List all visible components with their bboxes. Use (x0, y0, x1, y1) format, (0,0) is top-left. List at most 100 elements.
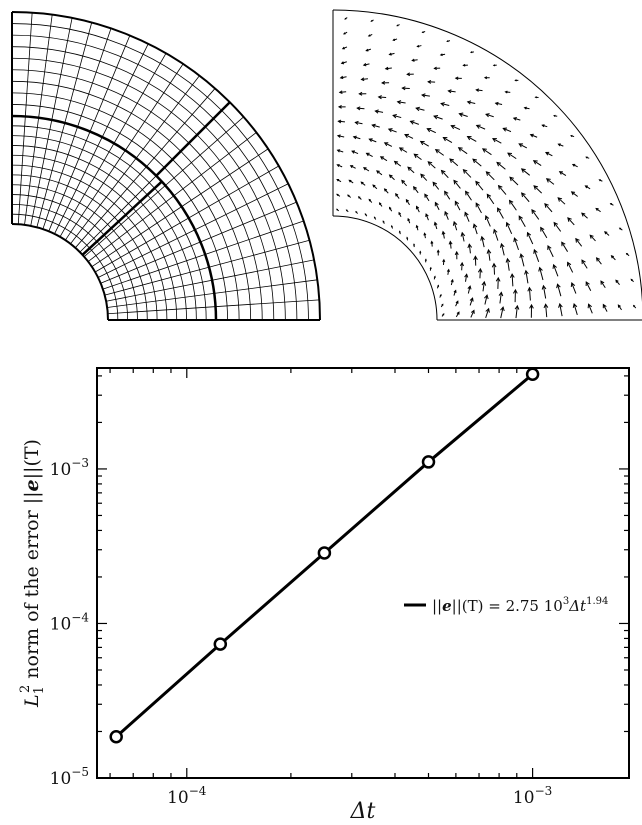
mesh-diagram (11, 11, 321, 321)
vector-arrow-head (452, 220, 458, 226)
vector-arrow-head (336, 208, 339, 211)
x-tick-label: 10−3 (513, 784, 552, 808)
vector-arrow-head (460, 231, 466, 237)
legend-vec: e (442, 597, 452, 615)
vector-arrow-head (390, 224, 393, 228)
vector-arrow (434, 222, 438, 230)
vector-arrow (509, 200, 517, 211)
vector-arrow (585, 281, 592, 291)
vector-arrow (486, 194, 495, 205)
vector-arrow (581, 212, 588, 219)
vector-arrow (567, 217, 575, 226)
vector-arrow-head (420, 173, 425, 179)
vector-arrow (465, 274, 468, 282)
vector-arrow-head (523, 106, 527, 110)
vector-arrow (557, 284, 562, 297)
mesh-radial-line (106, 259, 315, 302)
vector-arrow-head (404, 133, 410, 139)
vector-arrow-head (491, 138, 497, 143)
vector-arrow (513, 117, 521, 121)
legend-prefix: || (432, 597, 442, 615)
y-label-prefix: L (21, 694, 43, 708)
vector-arrow-head (502, 127, 508, 132)
vector-arrow-head (514, 79, 517, 82)
vector-arrow (475, 181, 484, 191)
vector-arrow (449, 158, 459, 167)
vector-arrow-head (349, 165, 354, 169)
mesh-boundary-arc (11, 114, 218, 321)
vector-arrow-head (557, 197, 563, 202)
vector-arrow-head (575, 237, 580, 243)
vector-arrow-head (413, 153, 419, 159)
vector-arrow-head (610, 255, 615, 259)
vector-arrow-head (430, 240, 434, 244)
vector-arrow (441, 170, 449, 179)
mesh-radial-line (94, 165, 279, 273)
vector-arrow-head (433, 114, 439, 120)
vector-arrow-head (595, 257, 601, 262)
x-axis-label: Δt (350, 799, 376, 824)
mesh-radial-line (87, 132, 257, 262)
vector-arrow-head (374, 109, 379, 114)
vector-arrow-head (367, 34, 371, 37)
vector-arrow-head (480, 235, 485, 241)
vector-arrow-head (595, 207, 599, 211)
vector-arrow (463, 169, 472, 178)
data-point (317, 546, 332, 560)
vector-arrow-head (450, 124, 456, 130)
vector-arrow (366, 152, 373, 157)
vector-arrow-head (376, 170, 380, 174)
vector-arrow-head (379, 156, 385, 160)
vector-arrow (440, 103, 450, 106)
vector-arrow (407, 166, 415, 174)
vector-arrow (458, 147, 468, 155)
vector-arrow-head (411, 58, 415, 62)
vector-arrow-head (441, 303, 444, 306)
vector-arrow (567, 262, 574, 273)
mesh-radial-line (54, 43, 149, 235)
vector-arrow (557, 197, 566, 205)
vector-arrow-head (336, 134, 341, 138)
vector-arrow-head (450, 278, 454, 283)
mesh-radial-line (36, 22, 93, 228)
vector-arrow-head (429, 266, 432, 270)
vector-arrow (357, 107, 365, 110)
vector-arrow-head (381, 80, 386, 85)
vector-arrow-head (500, 306, 505, 312)
vector-arrow (375, 110, 384, 113)
vector-arrow-head (336, 164, 340, 167)
vector-arrow (459, 113, 468, 117)
vector-arrow-head (401, 179, 406, 184)
mesh-radial-line (42, 28, 112, 230)
vector-arrow-head (343, 32, 346, 35)
vector-arrow-head (388, 174, 393, 179)
vector-arrow-head (338, 90, 343, 94)
vector-arrow-head (572, 302, 578, 308)
vector-arrow-head (439, 293, 442, 297)
mesh-radial-line (17, 12, 33, 225)
vector-arrow (461, 232, 465, 242)
legend-mid: ||(T) = 2.75 10 (452, 597, 563, 615)
vector-arrow-head (558, 171, 564, 175)
vector-arrow-head (362, 167, 367, 171)
vector-arrow (513, 237, 520, 251)
vector-arrow (503, 127, 512, 133)
vector-arrow-head (427, 161, 433, 166)
vector-arrow (442, 231, 445, 239)
vector-arrow-head (529, 133, 534, 138)
vector-arrow-head (581, 212, 586, 217)
vector-arrow-head (433, 66, 437, 70)
vector-arrow-head (370, 19, 373, 22)
vector-arrow-head (384, 66, 389, 71)
vector-arrow (547, 245, 554, 258)
vector-arrow-head (541, 284, 547, 290)
vector-arrow-head (371, 123, 376, 128)
vector-arrow (476, 124, 486, 130)
vector-arrow (453, 180, 461, 189)
vector-arrow-head (407, 166, 412, 171)
vector-arrow-head (354, 120, 359, 125)
vector-arrow (424, 193, 430, 202)
vector-arrow (492, 138, 502, 144)
vector-arrow (384, 142, 393, 147)
vector-arrow-head (498, 291, 504, 297)
